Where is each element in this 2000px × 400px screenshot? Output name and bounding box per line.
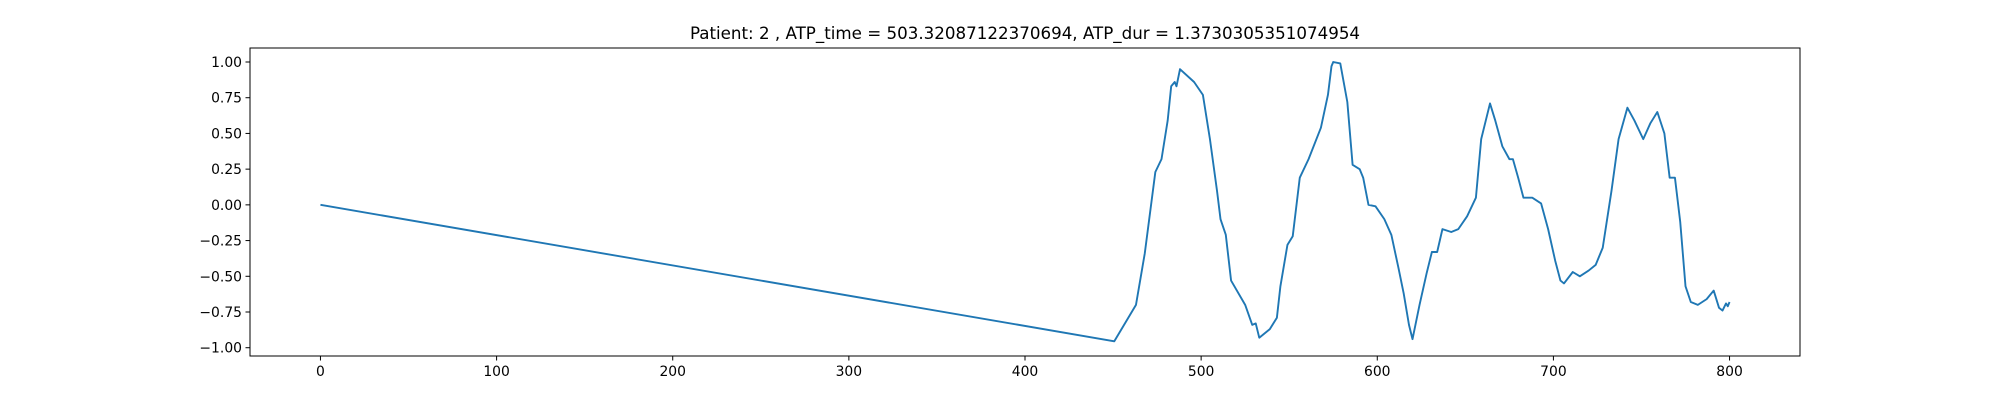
x-tick-label: 0 [316, 364, 325, 380]
x-tick-label: 800 [1716, 364, 1743, 380]
x-tick-label: 100 [483, 364, 510, 380]
x-tick-label: 200 [659, 364, 686, 380]
y-tick-label: 0.75 [211, 91, 242, 107]
x-tick-label: 600 [1364, 364, 1391, 380]
y-tick-label: −1.00 [199, 341, 242, 357]
y-tick-label: 0.50 [211, 126, 242, 142]
x-tick-label: 400 [1012, 364, 1039, 380]
x-tick-label: 300 [836, 364, 863, 380]
y-tick-label: −0.25 [199, 234, 242, 250]
axes-frame [249, 47, 1801, 357]
x-tick-label: 500 [1188, 364, 1215, 380]
y-tick-label: 0.25 [211, 162, 242, 178]
y-tick-label: 1.00 [211, 55, 242, 71]
chart-title: Patient: 2 , ATP_time = 503.320871223706… [690, 23, 1360, 44]
y-tick-label: −0.50 [199, 269, 242, 285]
y-tick-label: −0.75 [199, 305, 242, 321]
x-tick-label: 700 [1540, 364, 1567, 380]
data-line [320, 61, 1731, 343]
y-tick-label: 0.00 [211, 198, 242, 214]
